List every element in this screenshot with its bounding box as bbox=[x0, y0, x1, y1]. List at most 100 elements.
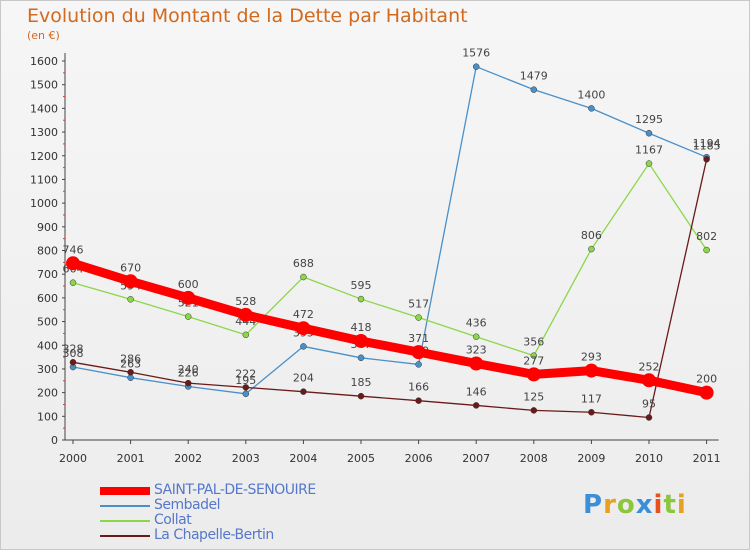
data-label: 240 bbox=[178, 363, 199, 376]
data-label: 802 bbox=[696, 230, 717, 243]
data-point bbox=[530, 407, 538, 414]
series-line-La Chapelle-Bertin bbox=[72, 158, 708, 419]
x-tick-label: 2005 bbox=[347, 452, 375, 465]
data-point bbox=[472, 333, 480, 340]
data-label: 1400 bbox=[577, 88, 605, 101]
legend-swatch bbox=[100, 505, 150, 507]
data-point bbox=[69, 359, 77, 366]
y-tick-label: 700 bbox=[37, 268, 58, 281]
data-label: 746 bbox=[63, 243, 84, 256]
data-point bbox=[703, 246, 710, 254]
data-point bbox=[354, 333, 368, 348]
data-label: 286 bbox=[120, 352, 141, 365]
legend-label: La Chapelle-Bertin bbox=[154, 527, 274, 543]
data-point bbox=[66, 256, 80, 271]
data-point bbox=[357, 354, 365, 362]
y-tick-label: 800 bbox=[37, 245, 58, 258]
data-label: 806 bbox=[581, 229, 602, 242]
legend-label: Collat bbox=[154, 512, 192, 528]
data-label: 1295 bbox=[635, 113, 663, 126]
x-tick-label: 2008 bbox=[520, 452, 548, 465]
legend-swatch bbox=[100, 487, 150, 495]
data-point bbox=[645, 414, 653, 421]
data-label: 1194 bbox=[693, 137, 721, 150]
data-label: 328 bbox=[63, 342, 84, 355]
x-tick-label: 2009 bbox=[577, 452, 605, 465]
x-tick-label: 2007 bbox=[462, 452, 490, 465]
y-tick-label: 900 bbox=[37, 221, 58, 234]
data-point bbox=[242, 390, 250, 398]
y-tick-label: 1000 bbox=[30, 197, 58, 210]
data-label: 204 bbox=[293, 372, 314, 385]
data-point bbox=[415, 314, 422, 321]
data-point bbox=[242, 384, 250, 391]
x-tick-label: 2006 bbox=[405, 452, 433, 465]
data-point bbox=[526, 367, 541, 382]
data-point bbox=[530, 352, 538, 359]
data-label: 277 bbox=[523, 354, 544, 367]
data-label: 595 bbox=[351, 279, 372, 292]
data-label: 418 bbox=[351, 321, 372, 334]
data-label: 195 bbox=[235, 374, 256, 387]
data-label: 146 bbox=[466, 385, 487, 398]
data-point bbox=[296, 321, 311, 336]
y-tick-label: 300 bbox=[37, 363, 58, 376]
x-tick-label: 2001 bbox=[117, 452, 145, 465]
series-line-Sembadel bbox=[72, 66, 708, 395]
data-point bbox=[472, 63, 480, 70]
data-label: 371 bbox=[408, 332, 429, 345]
data-label: 670 bbox=[120, 261, 141, 274]
data-point bbox=[181, 290, 196, 305]
data-label: 472 bbox=[293, 308, 314, 321]
data-label: 200 bbox=[696, 373, 717, 386]
data-label: 517 bbox=[408, 298, 429, 311]
data-point bbox=[415, 361, 422, 368]
data-point bbox=[584, 363, 599, 378]
data-point bbox=[588, 245, 595, 253]
data-point bbox=[300, 343, 307, 350]
data-point bbox=[184, 313, 192, 320]
legend-label: Sembadel bbox=[154, 497, 221, 513]
data-point bbox=[357, 295, 365, 303]
x-tick-label: 2011 bbox=[693, 452, 721, 465]
data-point bbox=[357, 392, 365, 400]
x-tick-label: 2000 bbox=[59, 452, 87, 465]
legend-item-saint-pal[interactable]: SAINT-PAL-DE-SENOUIRE bbox=[100, 482, 400, 498]
data-label: 222 bbox=[235, 367, 256, 380]
data-point bbox=[645, 160, 653, 167]
y-tick-label: 0 bbox=[51, 434, 58, 447]
data-label: 252 bbox=[639, 360, 660, 373]
y-tick-label: 600 bbox=[37, 292, 58, 305]
data-point bbox=[530, 86, 538, 93]
data-point bbox=[127, 369, 134, 376]
y-tick-label: 200 bbox=[37, 387, 58, 400]
y-tick-label: 1100 bbox=[30, 173, 58, 186]
data-label: 436 bbox=[466, 317, 487, 330]
legend-swatch bbox=[100, 535, 150, 537]
data-point bbox=[415, 397, 422, 404]
data-point bbox=[127, 296, 134, 303]
chart-title: Evolution du Montant de la Dette par Hab… bbox=[27, 5, 468, 27]
data-label: 185 bbox=[351, 376, 372, 389]
data-point bbox=[703, 156, 710, 163]
legend-item-la-chapelle-bertin[interactable]: La Chapelle-Bertin bbox=[100, 527, 400, 543]
data-label: 308 bbox=[63, 347, 84, 360]
legend-item-sembadel[interactable]: Sembadel bbox=[100, 497, 400, 513]
legend-item-collat[interactable]: Collat bbox=[100, 512, 400, 528]
data-point bbox=[123, 274, 138, 289]
data-point bbox=[238, 307, 253, 322]
data-point bbox=[300, 388, 307, 395]
x-tick-label: 2004 bbox=[289, 452, 317, 465]
data-point bbox=[184, 379, 192, 387]
data-label: 166 bbox=[408, 381, 429, 394]
data-label: 600 bbox=[178, 278, 199, 291]
data-point bbox=[127, 374, 134, 381]
legend-swatch bbox=[100, 520, 150, 522]
data-label: 528 bbox=[235, 295, 256, 308]
data-point bbox=[645, 129, 653, 137]
data-label: 226 bbox=[178, 366, 199, 379]
legend-label: SAINT-PAL-DE-SENOUIRE bbox=[154, 482, 316, 498]
x-tick-label: 2002 bbox=[174, 452, 202, 465]
data-label: 1479 bbox=[520, 70, 548, 83]
